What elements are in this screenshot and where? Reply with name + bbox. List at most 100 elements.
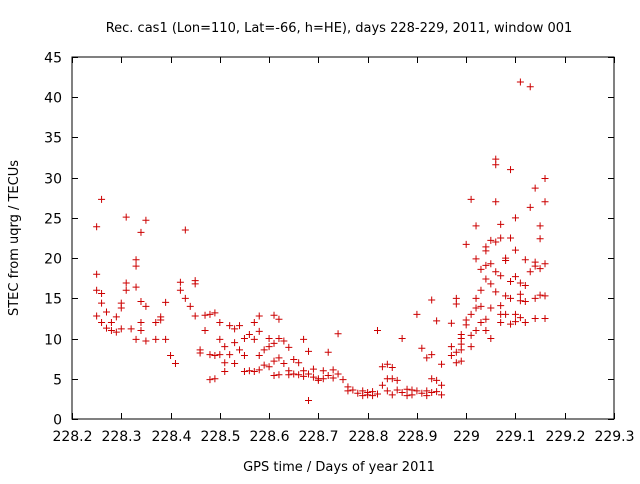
data-point [334,330,342,338]
data-point [319,367,327,375]
data-point [541,292,549,300]
data-point [309,373,317,381]
data-point [98,318,106,326]
data-point [191,277,199,285]
data-point [452,300,460,308]
data-point [117,304,125,312]
data-point [373,327,381,335]
data-point [497,302,505,310]
data-point [211,351,219,359]
data-point [467,343,475,351]
data-point [364,391,372,399]
plot-axes: 228.2 228.3 228.4 228.5 228.6 228.7 228.8 228.9… [44,51,634,446]
data-point [511,214,519,222]
data-point [502,257,510,265]
data-point [507,320,515,328]
data-point [373,390,381,398]
data-point [231,339,239,347]
data-point [388,391,396,399]
data-point [137,318,145,326]
y-tick-label: 15 [44,292,62,308]
data-point [305,396,313,404]
data-point [236,346,244,354]
chart-title: Rec. cas1 (Lon=110, Lat=-66, h=HE), days… [106,21,573,36]
data-point [117,325,125,333]
x-tick-label: 228.3 [101,429,141,445]
data-point [541,198,549,206]
data-point [492,161,500,169]
data-point [388,375,396,383]
data-point [487,260,495,268]
data-point [492,288,500,296]
data-point [300,372,308,380]
data-point [240,351,248,359]
data-point [162,335,170,343]
data-point [132,262,140,270]
data-point [107,318,115,326]
data-point [511,310,519,318]
data-point [502,292,510,300]
x-axis-title: GPS time / Days of year 2011 [243,460,435,475]
x-tick-label: 228.7 [298,429,338,445]
data-point [462,240,470,248]
x-tick-label: 228.6 [249,429,289,445]
data-point [428,351,436,359]
data-point [206,351,214,359]
data-point [300,335,308,343]
data-point [447,351,455,359]
data-point [467,310,475,318]
data-point [428,388,436,396]
data-point [472,222,480,230]
data-point [280,337,288,345]
data-point [531,184,539,192]
data-points [93,78,549,404]
data-point [507,166,515,174]
data-point [137,298,145,306]
data-point [423,392,431,400]
data-point [152,335,160,343]
data-point [477,265,485,273]
data-point [398,388,406,396]
data-point [260,361,268,369]
data-point [231,359,239,367]
data-point [511,273,519,281]
data-point [408,391,416,399]
data-point [250,335,258,343]
data-point [216,335,224,343]
data-point [452,348,460,356]
data-point [521,298,529,306]
data-point [290,370,298,378]
data-point [305,347,313,355]
x-tick-label: 228.5 [200,429,240,445]
data-point [329,374,337,382]
data-point [423,354,431,362]
data-point [418,389,426,397]
data-point [236,322,244,330]
data-point [98,195,106,203]
data-point [107,327,115,335]
data-point [452,359,460,367]
data-point [112,313,120,321]
data-point [319,375,327,383]
data-point [275,371,283,379]
data-point [516,297,524,305]
data-point [438,381,446,389]
data-point [482,315,490,323]
data-point [531,262,539,270]
data-point [369,392,377,400]
data-point [285,343,293,351]
x-tick-label: 228.4 [151,429,191,445]
data-point [482,261,490,269]
data-point [137,228,145,236]
x-tick-label: 229.3 [594,429,634,445]
data-point [477,318,485,326]
data-point [275,315,283,323]
data-point [191,312,199,320]
data-point [137,327,145,335]
data-point [541,314,549,322]
data-point [171,359,179,367]
data-point [521,256,529,264]
data-point [516,279,524,287]
data-point [275,335,283,343]
